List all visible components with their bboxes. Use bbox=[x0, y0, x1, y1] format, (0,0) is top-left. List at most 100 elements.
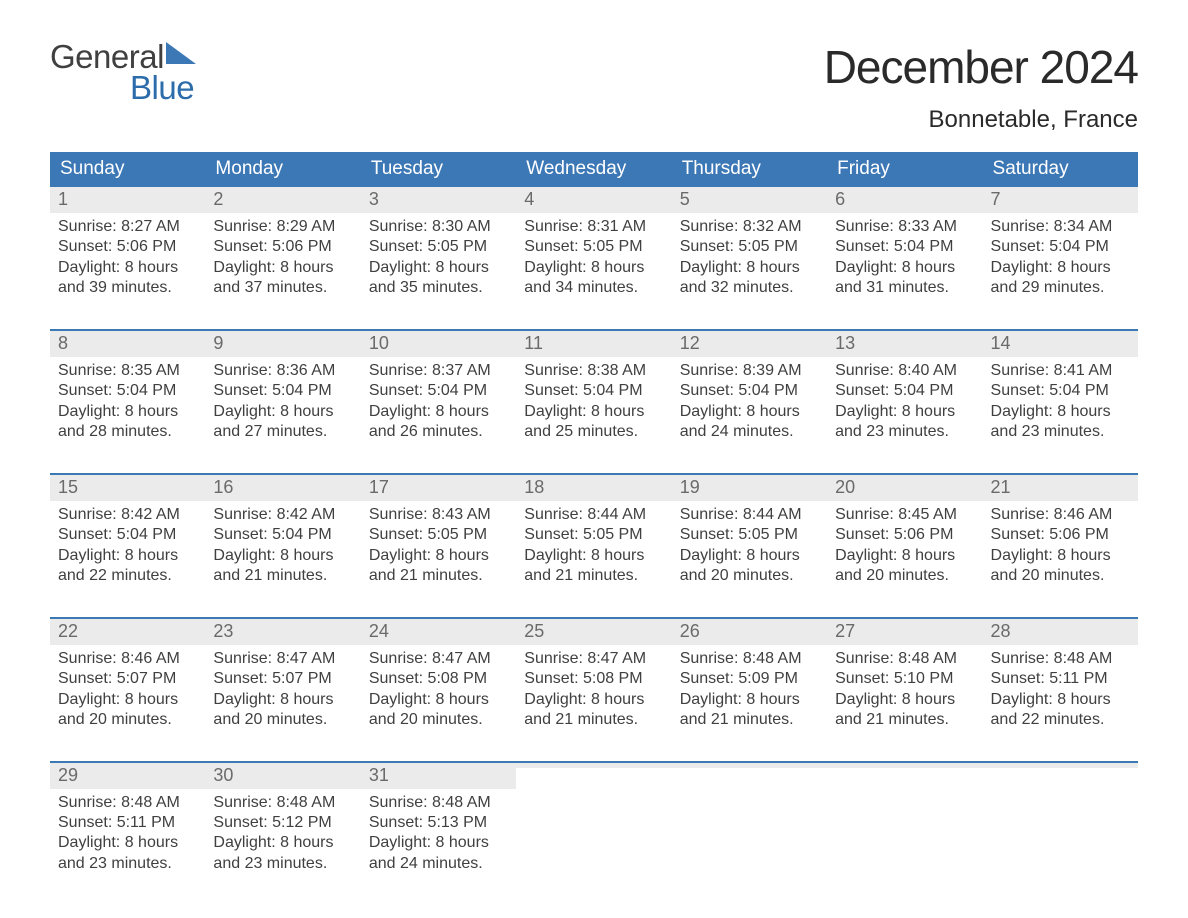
day-sunrise: Sunrise: 8:47 AM bbox=[213, 649, 352, 669]
day-sunset: Sunset: 5:04 PM bbox=[369, 381, 508, 401]
day-sunrise: Sunrise: 8:37 AM bbox=[369, 361, 508, 381]
day-number: 20 bbox=[835, 477, 855, 497]
day-sunrise: Sunrise: 8:48 AM bbox=[680, 649, 819, 669]
day-body: Sunrise: 8:45 AMSunset: 5:06 PMDaylight:… bbox=[827, 501, 982, 587]
calendar-day: 17Sunrise: 8:43 AMSunset: 5:05 PMDayligh… bbox=[361, 475, 516, 593]
day-dl1: Daylight: 8 hours bbox=[213, 402, 352, 422]
day-body: Sunrise: 8:32 AMSunset: 5:05 PMDaylight:… bbox=[672, 213, 827, 299]
day-number: 3 bbox=[369, 189, 379, 209]
day-number: 30 bbox=[213, 765, 233, 785]
day-body: Sunrise: 8:47 AMSunset: 5:08 PMDaylight:… bbox=[361, 645, 516, 731]
day-sunrise: Sunrise: 8:29 AM bbox=[213, 217, 352, 237]
day-number-bar bbox=[827, 763, 982, 768]
calendar-day: 16Sunrise: 8:42 AMSunset: 5:04 PMDayligh… bbox=[205, 475, 360, 593]
day-sunset: Sunset: 5:04 PM bbox=[835, 237, 974, 257]
day-number-bar: 20 bbox=[827, 475, 982, 501]
calendar-day: 7Sunrise: 8:34 AMSunset: 5:04 PMDaylight… bbox=[983, 187, 1138, 305]
day-dl2: and 20 minutes. bbox=[213, 710, 352, 730]
day-dl1: Daylight: 8 hours bbox=[835, 402, 974, 422]
day-dl1: Daylight: 8 hours bbox=[680, 402, 819, 422]
day-sunset: Sunset: 5:07 PM bbox=[213, 669, 352, 689]
day-number: 31 bbox=[369, 765, 389, 785]
day-number: 28 bbox=[991, 621, 1011, 641]
calendar-day: 26Sunrise: 8:48 AMSunset: 5:09 PMDayligh… bbox=[672, 619, 827, 737]
day-dl1: Daylight: 8 hours bbox=[369, 546, 508, 566]
day-number-bar: 5 bbox=[672, 187, 827, 213]
day-number-bar: 27 bbox=[827, 619, 982, 645]
day-dl1: Daylight: 8 hours bbox=[835, 690, 974, 710]
day-body: Sunrise: 8:48 AMSunset: 5:11 PMDaylight:… bbox=[50, 789, 205, 875]
day-sunset: Sunset: 5:06 PM bbox=[835, 525, 974, 545]
calendar-week: 29 Sunrise: 8:48 AMSunset: 5:11 PMDayligh… bbox=[50, 761, 1138, 881]
day-dl1: Daylight: 8 hours bbox=[680, 690, 819, 710]
calendar-day: 30 Sunrise: 8:48 AMSunset: 5:12 PMDayligh… bbox=[205, 763, 360, 881]
day-sunrise: Sunrise: 8:30 AM bbox=[369, 217, 508, 237]
day-dl1: Daylight: 8 hours bbox=[835, 546, 974, 566]
calendar-day: 11Sunrise: 8:38 AMSunset: 5:04 PMDayligh… bbox=[516, 331, 671, 449]
day-number-bar: 7 bbox=[983, 187, 1138, 213]
day-dl1: Daylight: 8 hours bbox=[991, 258, 1130, 278]
day-dl2: and 27 minutes. bbox=[213, 422, 352, 442]
calendar-header-cell: Monday bbox=[205, 152, 360, 187]
calendar-day: 19Sunrise: 8:44 AMSunset: 5:05 PMDayligh… bbox=[672, 475, 827, 593]
day-sunset: Sunset: 5:04 PM bbox=[213, 381, 352, 401]
calendar: SundayMondayTuesdayWednesdayThursdayFrid… bbox=[50, 152, 1138, 880]
day-dl2: and 39 minutes. bbox=[58, 278, 197, 298]
logo: General Blue bbox=[50, 40, 196, 104]
day-body: Sunrise: 8:48 AMSunset: 5:12 PMDaylight:… bbox=[205, 789, 360, 875]
calendar-day: 8Sunrise: 8:35 AMSunset: 5:04 PMDaylight… bbox=[50, 331, 205, 449]
day-number-bar: 12 bbox=[672, 331, 827, 357]
calendar-header-cell: Tuesday bbox=[361, 152, 516, 187]
day-number-bar: 14 bbox=[983, 331, 1138, 357]
day-sunrise: Sunrise: 8:48 AM bbox=[213, 793, 352, 813]
day-dl2: and 21 minutes. bbox=[524, 710, 663, 730]
day-number-bar: 17 bbox=[361, 475, 516, 501]
day-number-bar: 9 bbox=[205, 331, 360, 357]
calendar-day: 22Sunrise: 8:46 AMSunset: 5:07 PMDayligh… bbox=[50, 619, 205, 737]
day-number-bar bbox=[672, 763, 827, 768]
calendar-day: 28Sunrise: 8:48 AMSunset: 5:11 PMDayligh… bbox=[983, 619, 1138, 737]
day-number-bar: 4 bbox=[516, 187, 671, 213]
day-sunrise: Sunrise: 8:32 AM bbox=[680, 217, 819, 237]
day-body: Sunrise: 8:33 AMSunset: 5:04 PMDaylight:… bbox=[827, 213, 982, 299]
day-dl1: Daylight: 8 hours bbox=[524, 546, 663, 566]
day-number-bar: 15 bbox=[50, 475, 205, 501]
day-sunrise: Sunrise: 8:27 AM bbox=[58, 217, 197, 237]
calendar-day: 2Sunrise: 8:29 AMSunset: 5:06 PMDaylight… bbox=[205, 187, 360, 305]
day-sunrise: Sunrise: 8:31 AM bbox=[524, 217, 663, 237]
day-dl1: Daylight: 8 hours bbox=[58, 258, 197, 278]
day-sunrise: Sunrise: 8:48 AM bbox=[369, 793, 508, 813]
day-dl1: Daylight: 8 hours bbox=[369, 258, 508, 278]
day-number: 29 bbox=[58, 765, 78, 785]
day-body: Sunrise: 8:37 AMSunset: 5:04 PMDaylight:… bbox=[361, 357, 516, 443]
calendar-header-cell: Thursday bbox=[672, 152, 827, 187]
day-body: Sunrise: 8:48 AMSunset: 5:13 PMDaylight:… bbox=[361, 789, 516, 875]
day-sunrise: Sunrise: 8:43 AM bbox=[369, 505, 508, 525]
day-number-bar: 16 bbox=[205, 475, 360, 501]
day-dl1: Daylight: 8 hours bbox=[213, 258, 352, 278]
day-number: 9 bbox=[213, 333, 223, 353]
day-number: 12 bbox=[680, 333, 700, 353]
calendar-day: 18Sunrise: 8:44 AMSunset: 5:05 PMDayligh… bbox=[516, 475, 671, 593]
calendar-week: 22Sunrise: 8:46 AMSunset: 5:07 PMDayligh… bbox=[50, 617, 1138, 737]
day-number-bar: 21 bbox=[983, 475, 1138, 501]
day-number: 15 bbox=[58, 477, 78, 497]
day-sunset: Sunset: 5:08 PM bbox=[524, 669, 663, 689]
day-dl2: and 21 minutes. bbox=[835, 710, 974, 730]
day-sunset: Sunset: 5:08 PM bbox=[369, 669, 508, 689]
calendar-day: 9 Sunrise: 8:36 AMSunset: 5:04 PMDaylight… bbox=[205, 331, 360, 449]
day-dl2: and 20 minutes. bbox=[835, 566, 974, 586]
day-sunrise: Sunrise: 8:36 AM bbox=[213, 361, 352, 381]
day-sunset: Sunset: 5:05 PM bbox=[524, 525, 663, 545]
day-number-bar: 19 bbox=[672, 475, 827, 501]
day-dl2: and 24 minutes. bbox=[680, 422, 819, 442]
day-number-bar: 8 bbox=[50, 331, 205, 357]
day-sunset: Sunset: 5:06 PM bbox=[991, 525, 1130, 545]
day-number-bar: 2 bbox=[205, 187, 360, 213]
day-dl2: and 37 minutes. bbox=[213, 278, 352, 298]
day-body: Sunrise: 8:41 AMSunset: 5:04 PMDaylight:… bbox=[983, 357, 1138, 443]
day-dl1: Daylight: 8 hours bbox=[369, 833, 508, 853]
day-dl2: and 21 minutes. bbox=[369, 566, 508, 586]
day-body: Sunrise: 8:39 AMSunset: 5:04 PMDaylight:… bbox=[672, 357, 827, 443]
title-location: Bonnetable, France bbox=[824, 106, 1138, 134]
